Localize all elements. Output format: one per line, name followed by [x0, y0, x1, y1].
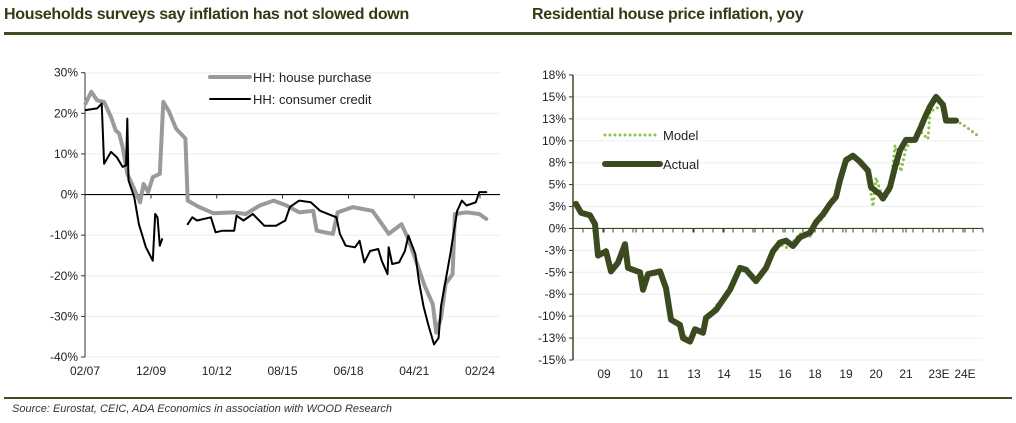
- y-tick-label: 0%: [549, 221, 567, 235]
- footer-divider: [4, 397, 1012, 399]
- legend-label: HH: consumer credit: [253, 92, 372, 107]
- x-tick-label: 14: [717, 367, 731, 381]
- series-line-hh-house-purchase: [83, 89, 489, 335]
- y-tick-label: -10%: [50, 228, 78, 242]
- x-tick-label: 16: [778, 367, 792, 381]
- legend-label: Actual: [663, 157, 699, 172]
- series-line-hh-consumer-credit: [84, 102, 488, 346]
- legend-label: Model: [663, 128, 699, 143]
- x-tick-label: 10/12: [202, 364, 232, 378]
- y-tick-label: 0%: [61, 188, 79, 202]
- x-tick-label: 09: [597, 367, 611, 381]
- x-tick-label: 15: [748, 367, 762, 381]
- x-tick-label: 18: [808, 367, 822, 381]
- x-tick-label: 13: [687, 367, 701, 381]
- y-tick-label: -40%: [50, 350, 78, 364]
- y-tick-label: -13%: [538, 331, 566, 345]
- y-tick-label: 8%: [549, 156, 567, 170]
- y-tick-label: -5%: [545, 265, 567, 279]
- x-tick-label: 11: [657, 367, 670, 381]
- series-line-actual: [573, 93, 959, 345]
- series-line-model: [574, 100, 982, 340]
- header-divider: [4, 32, 1012, 35]
- x-tick-label: 02/07: [70, 364, 100, 378]
- y-tick-label: 13%: [542, 112, 566, 126]
- y-tick-label: -3%: [545, 243, 567, 257]
- household-surveys-chart: 30% 20% 10% 0% -10% -20% -30% -40%02/07 12/09 10/…: [50, 66, 500, 378]
- y-tick-label: -8%: [545, 287, 567, 301]
- x-tick-label: 10: [629, 367, 643, 381]
- y-tick-label: -10%: [538, 309, 566, 323]
- y-tick-label: 10%: [54, 147, 78, 161]
- source-note: Source: Eurostat, CEIC, ADA Economics in…: [12, 403, 393, 415]
- y-tick-label: 15%: [542, 90, 566, 104]
- y-tick-label: 30%: [54, 66, 78, 80]
- x-tick-label: 06/18: [333, 364, 363, 378]
- house-price-chart: 18% 15% 13% 10% 8% 5% 3% 0% -3% -5% -8% -10% -13% -15…: [538, 68, 984, 381]
- y-tick-label: -20%: [50, 269, 78, 283]
- legend-label: HH: house purchase: [253, 70, 372, 85]
- x-tick-label: 21: [899, 367, 913, 381]
- x-tick-label: 24E: [954, 367, 975, 381]
- x-tick-label: 12/09: [136, 364, 166, 378]
- y-tick-label: 10%: [542, 134, 566, 148]
- x-tick-label: 20: [869, 367, 883, 381]
- right-chart-title: Residential house price inflation, yoy: [532, 6, 804, 23]
- y-tick-label: 3%: [549, 200, 567, 214]
- y-tick-label: 18%: [542, 68, 566, 82]
- left-chart-title: Households surveys say inflation has not…: [4, 6, 409, 23]
- y-tick-label: -30%: [50, 309, 78, 323]
- y-tick-label: 20%: [54, 106, 78, 120]
- x-tick-label: 04/21: [399, 364, 429, 378]
- y-tick-label: 5%: [549, 178, 567, 192]
- y-tick-label: -15%: [538, 353, 566, 367]
- x-tick-label: 19: [839, 367, 853, 381]
- x-tick-label: 08/15: [267, 364, 297, 378]
- x-tick-label: 23E: [928, 367, 949, 381]
- x-tick-label: 02/24: [465, 364, 495, 378]
